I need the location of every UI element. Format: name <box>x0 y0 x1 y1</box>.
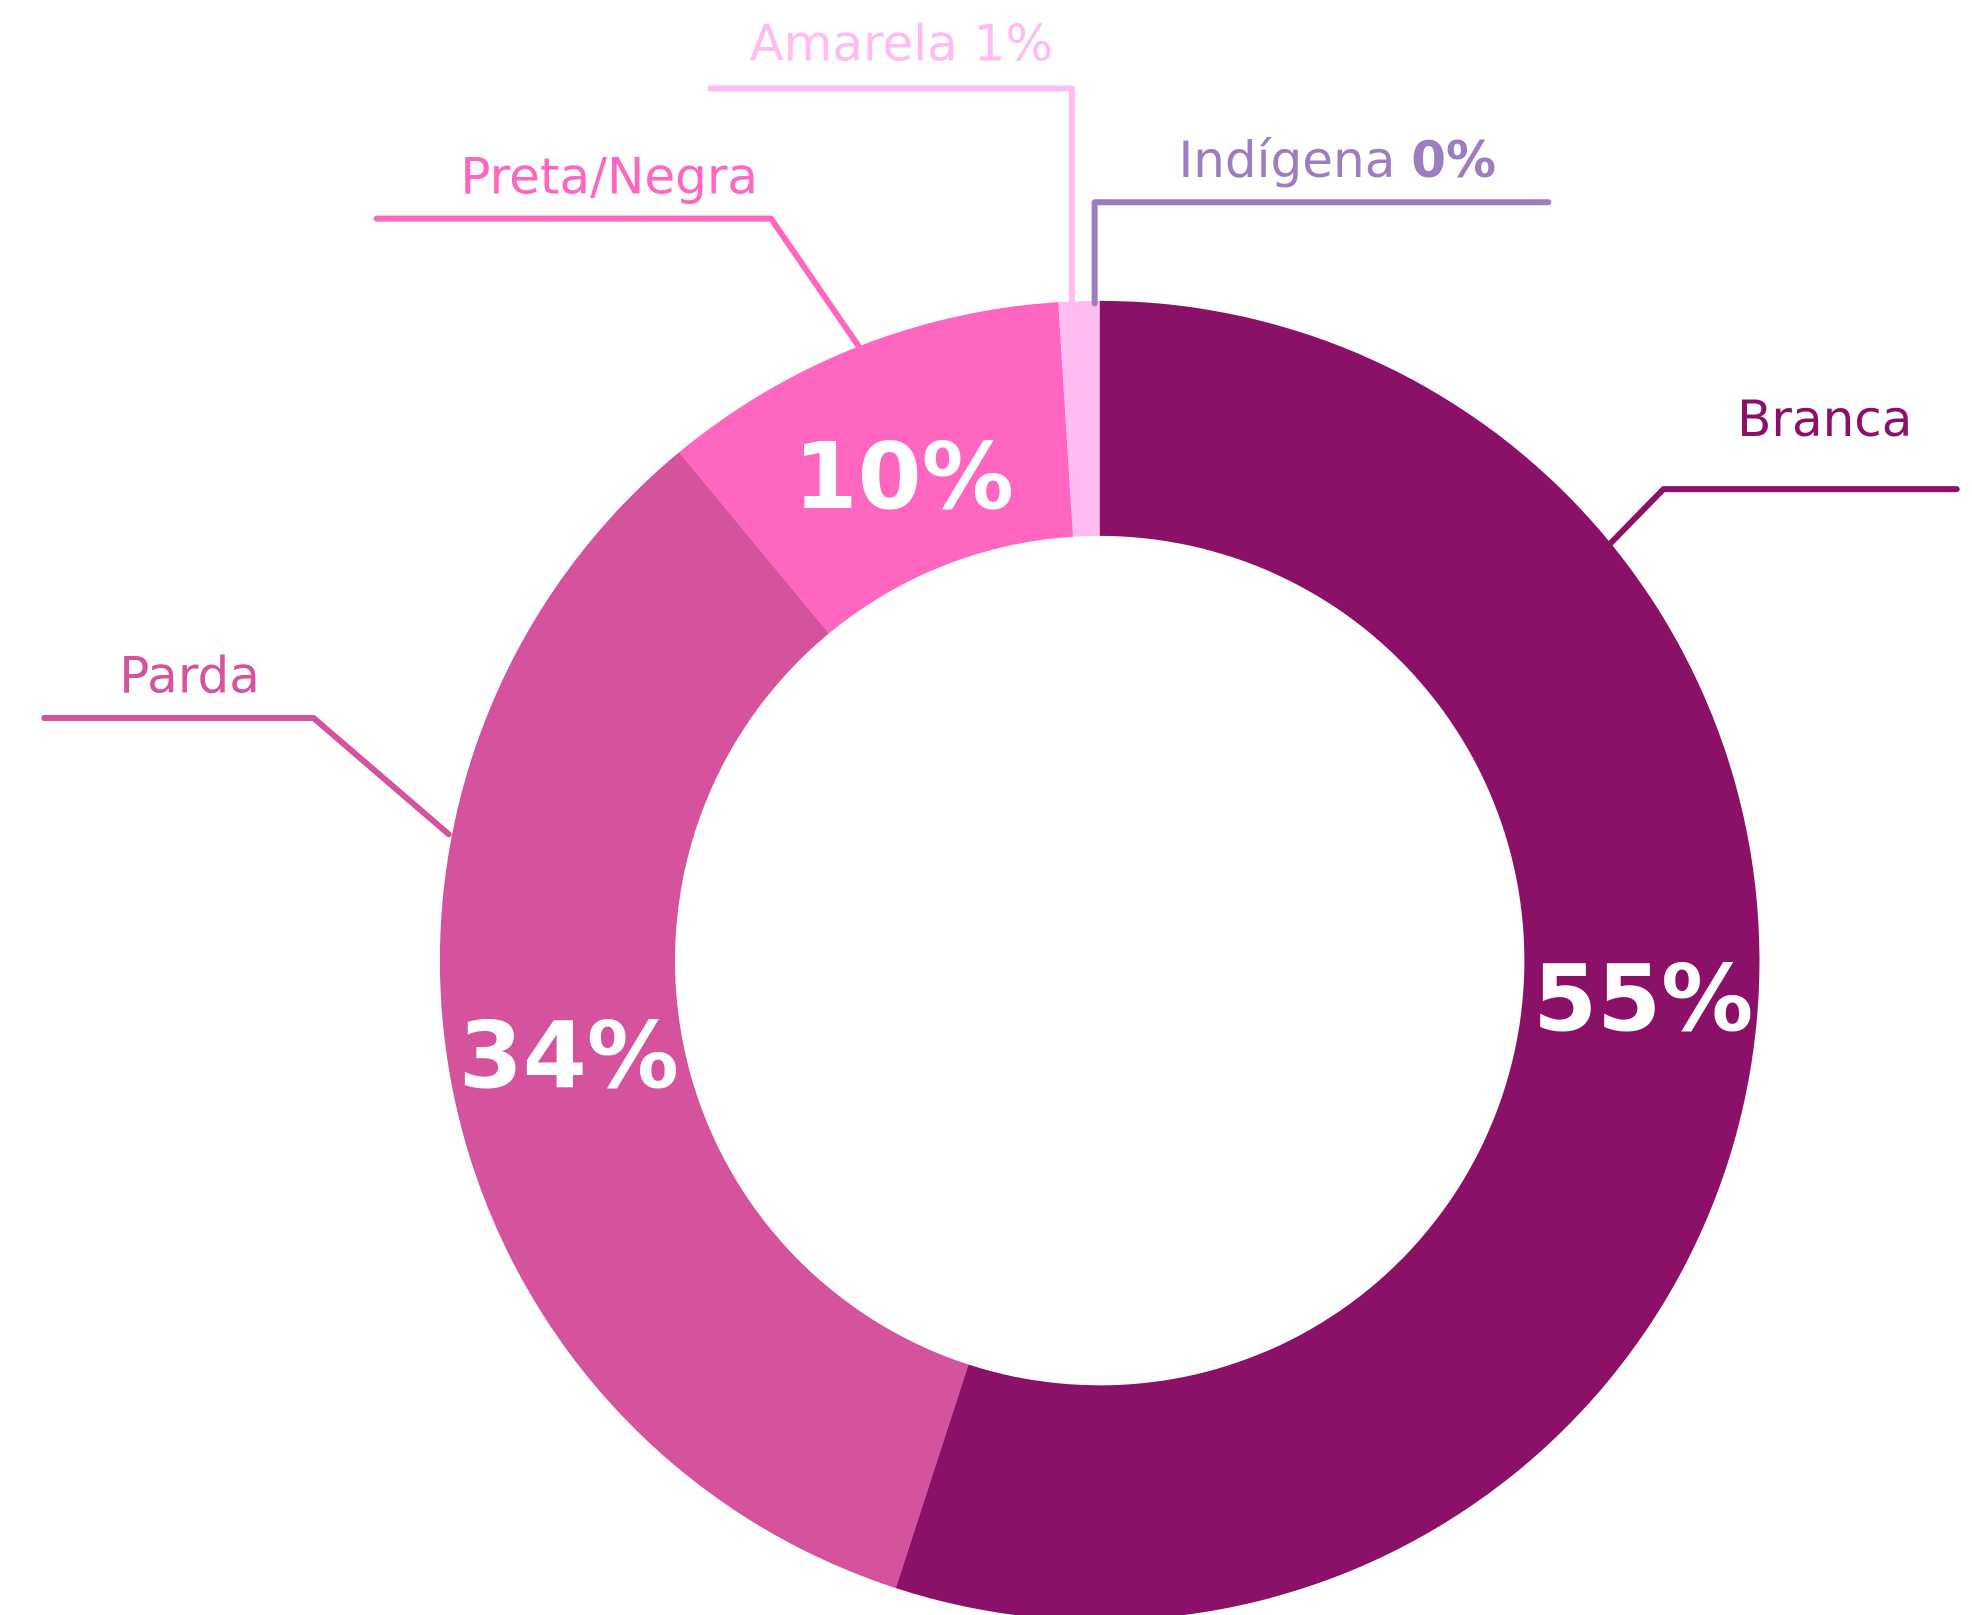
category-label: Preta/Negra <box>460 147 758 205</box>
category-name: Amarela <box>749 15 957 73</box>
value-label: 34% <box>459 1002 679 1109</box>
category-name: Parda <box>119 647 260 705</box>
leader-line <box>373 215 863 351</box>
category-label: Branca <box>1737 390 1912 448</box>
category-name: Indígena <box>1178 131 1395 189</box>
category-name: Preta/Negra <box>460 147 758 205</box>
slice <box>679 302 1074 634</box>
leader-line <box>707 85 1075 307</box>
category-label: Indígena 0% <box>1178 131 1496 189</box>
slice <box>895 300 1760 1615</box>
category-name: Branca <box>1737 390 1912 448</box>
leader-line <box>41 714 452 838</box>
slice <box>1058 300 1100 537</box>
category-label: Parda <box>119 647 260 705</box>
value-label: 55% <box>1533 945 1753 1052</box>
leader-line <box>1604 486 1960 550</box>
category-label: Amarela 1% <box>749 15 1053 73</box>
slice <box>439 452 969 1589</box>
value-label: 1% <box>974 15 1053 73</box>
value-label: 10% <box>794 423 1014 530</box>
value-label: 0% <box>1411 131 1496 189</box>
leader-line <box>1091 199 1552 307</box>
